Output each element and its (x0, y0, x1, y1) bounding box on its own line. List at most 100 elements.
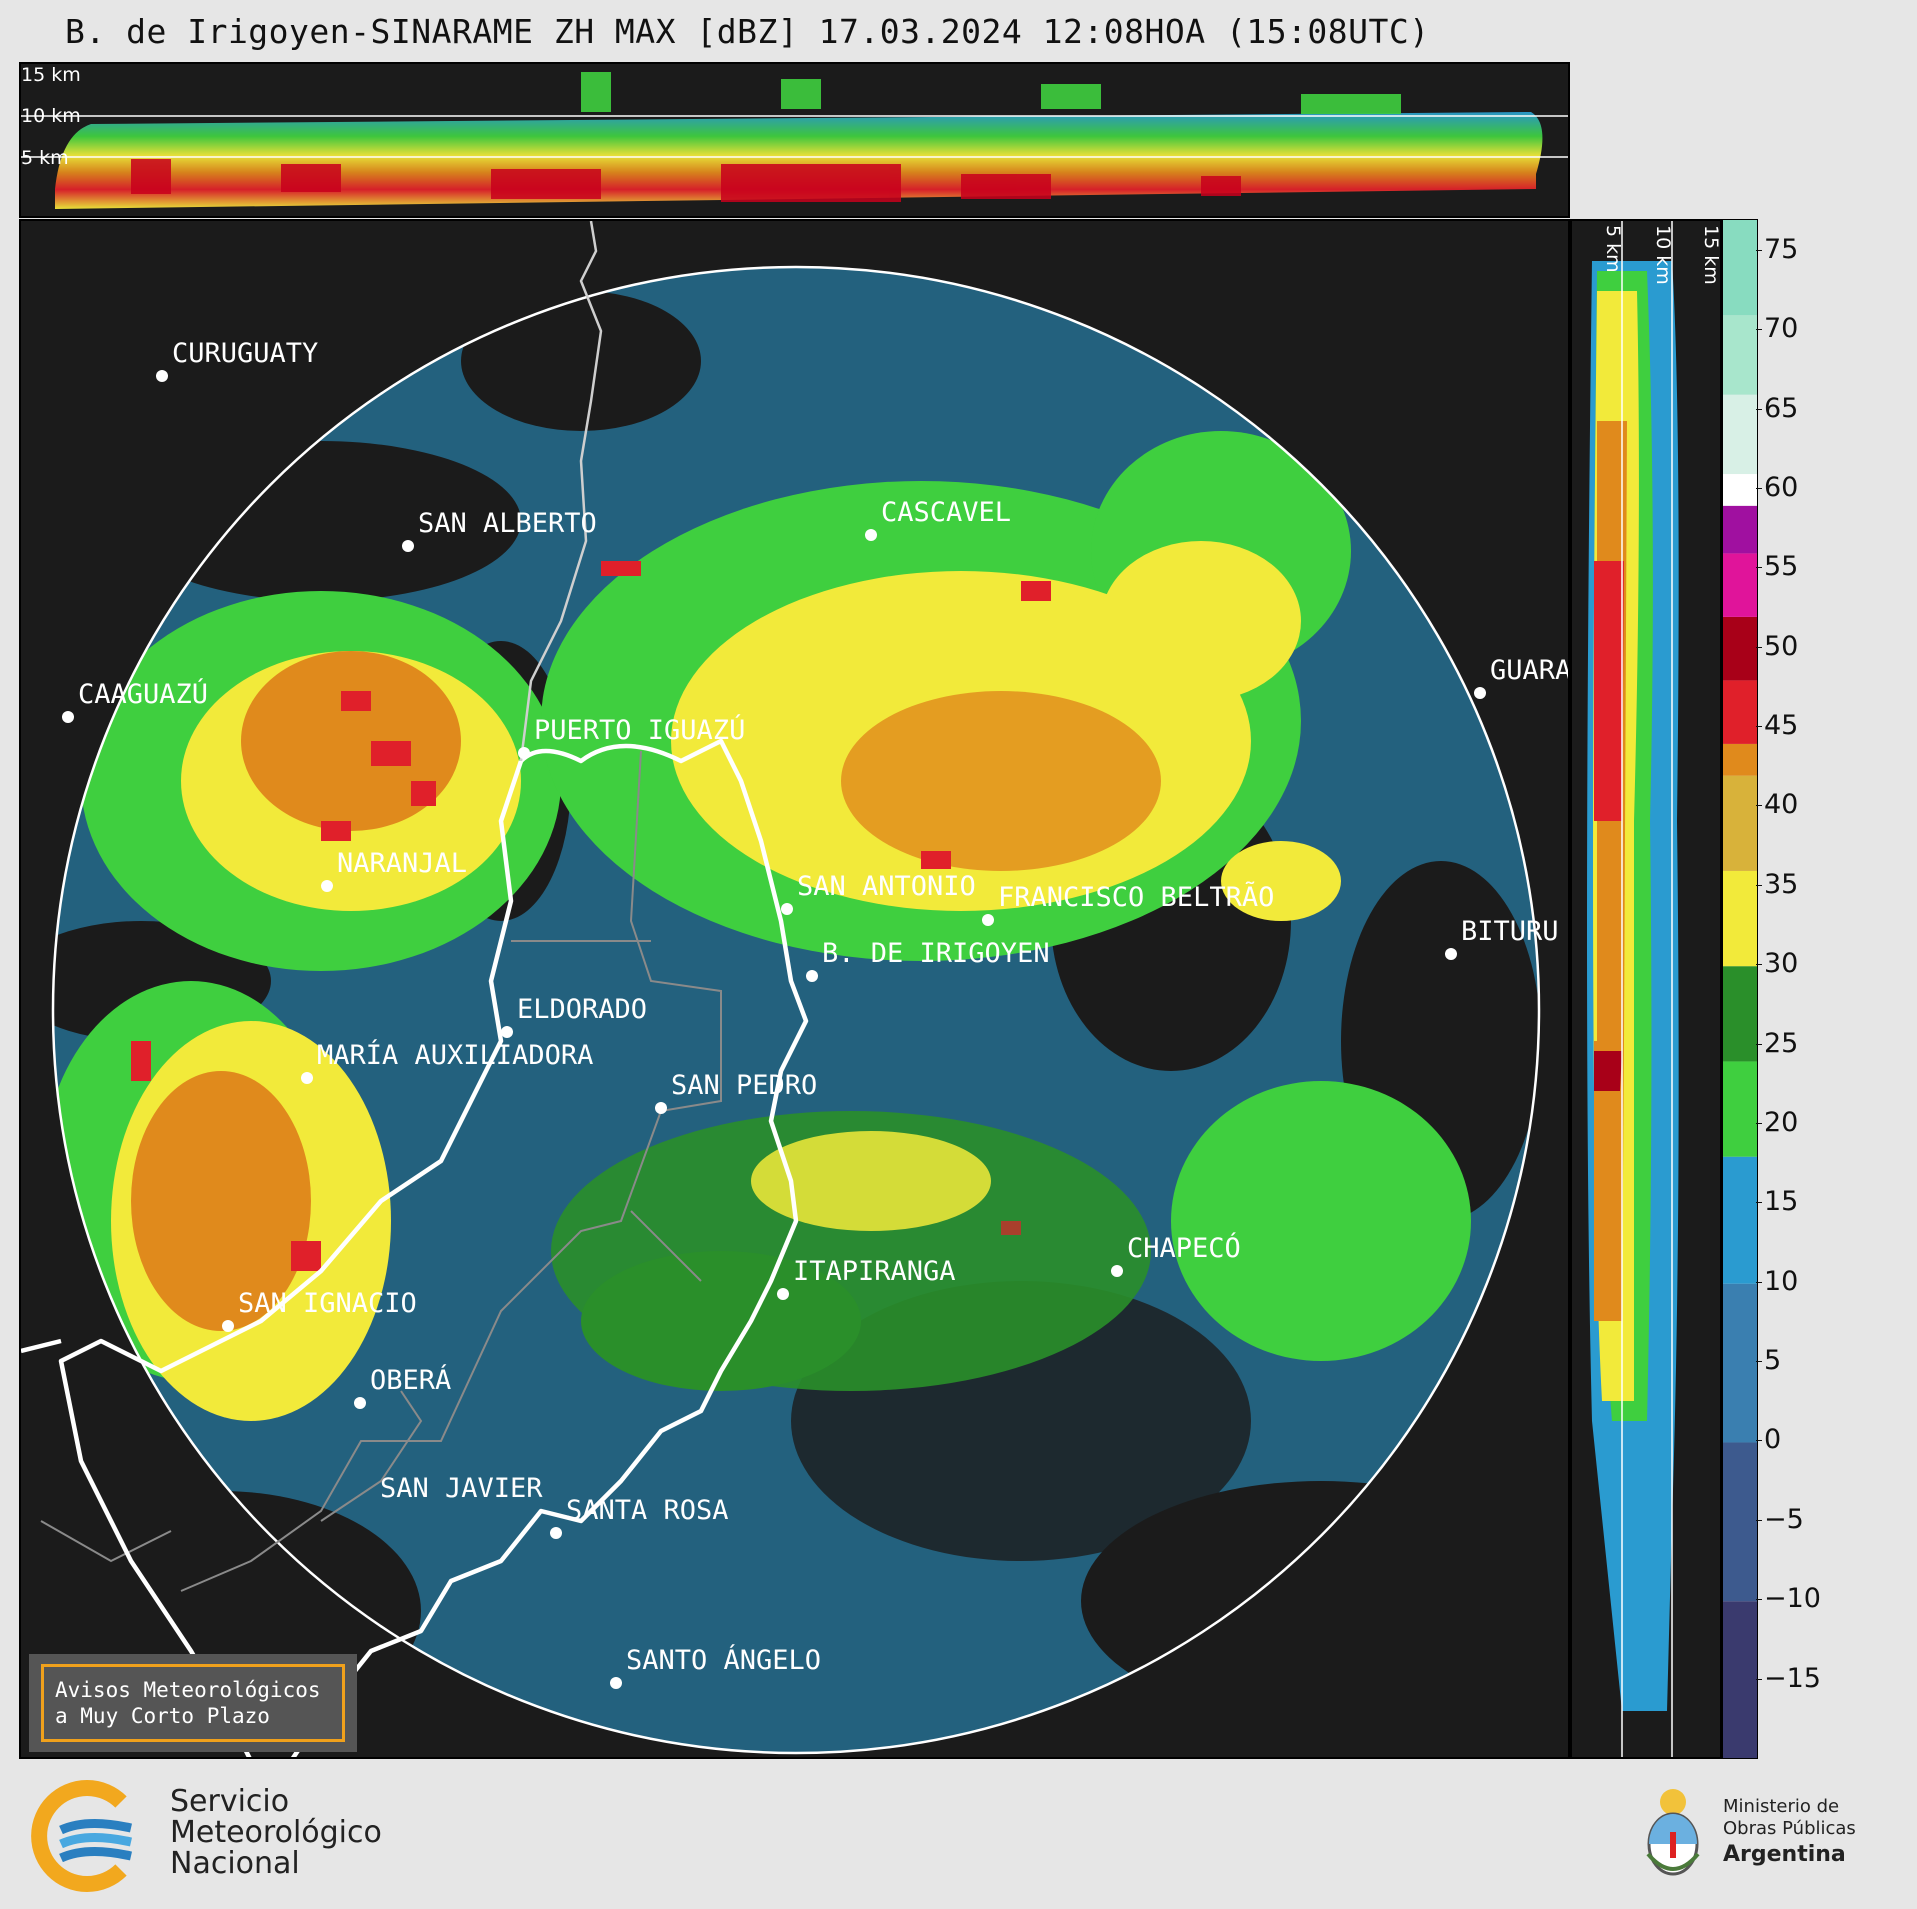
city-label: ELDORADO (517, 994, 648, 1025)
side-km-label-10: 10 km (1652, 225, 1674, 285)
city-dot (1445, 948, 1457, 960)
colorbar-band (1723, 474, 1757, 506)
argentina-coat-of-arms-icon (1646, 1789, 1700, 1876)
city-dot (156, 370, 168, 382)
smn-logo-text: Servicio Meteorológico Nacional (170, 1786, 382, 1879)
city-dot (62, 711, 74, 723)
smn-line-2: Meteorológico (170, 1815, 382, 1850)
colorbar-tick-label: 25 (1755, 1027, 1799, 1059)
ministry-line-3: Argentina (1723, 1842, 1846, 1867)
city-label: GUARA (1490, 655, 1570, 686)
colorbar-band (1723, 394, 1757, 475)
ministry-line-1: Ministerio de (1723, 1796, 1840, 1817)
colorbar-tick-label: −15 (1756, 1662, 1821, 1694)
colorbar-tick-label: 30 (1755, 948, 1799, 980)
colorbar-band (1723, 616, 1757, 681)
avisos-line-1: Avisos Meteorológicos (55, 1678, 321, 1702)
colorbar-band (1723, 743, 1757, 776)
colorbar-tick-label: 40 (1755, 789, 1799, 821)
city-dot (865, 529, 877, 541)
city-dot (518, 747, 530, 759)
radar-echoes (21, 221, 1541, 1757)
colorbar-band (1723, 870, 1757, 967)
city-label: CURUGUATY (172, 338, 319, 369)
city-dot (501, 1026, 513, 1038)
colorbar-tick-label: −10 (1756, 1583, 1821, 1615)
colorbar-tick-label: 55 (1755, 551, 1799, 583)
city-dot (354, 1397, 366, 1409)
city-label: PUERTO IGUAZÚ (534, 715, 746, 746)
colorbar-tick-label: 75 (1755, 233, 1799, 265)
top-km-label-5: 5 km (21, 147, 69, 169)
colorbar-tick-label: 5 (1755, 1345, 1782, 1377)
smn-line-1: Servicio (170, 1784, 290, 1819)
colorbar-band (1723, 966, 1757, 1062)
city-dot (222, 1320, 234, 1332)
city-label: SAN PEDRO (671, 1070, 818, 1101)
top-km-label-10: 10 km (21, 105, 81, 127)
side-height-profile-panel: 5 km 10 km 15 km (1570, 219, 1722, 1759)
side-km-label-5: 5 km (1602, 225, 1624, 273)
city-dot (1111, 1265, 1123, 1277)
colorbar-tick-label: 65 (1755, 392, 1799, 424)
colorbar-tick-label: 45 (1755, 710, 1799, 742)
smn-line-3: Nacional (170, 1846, 300, 1881)
city-dot (655, 1102, 667, 1114)
city-label: SANTO ÁNGELO (626, 1645, 822, 1676)
city-label: B. DE IRIGOYEN (822, 938, 1050, 969)
city-label: NARANJAL (337, 848, 468, 879)
top-profile-echoes (21, 72, 1568, 209)
colorbar-band (1723, 1283, 1757, 1443)
colorbar-band (1723, 505, 1757, 554)
city-label: CASCAVEL (881, 497, 1012, 528)
colorbar-band (1723, 775, 1757, 871)
city-label: MARÍA AUXILIADORA (317, 1040, 594, 1071)
colorbar-band (1723, 1442, 1757, 1602)
smn-swirl-logo-icon (31, 1780, 132, 1892)
city-label: SAN ALBERTO (418, 508, 597, 539)
colorbar-tick-label: 15 (1755, 1186, 1799, 1218)
colorbar-tick-label: 0 (1755, 1424, 1782, 1456)
city-dot (806, 970, 818, 982)
side-km-label-15: 15 km (1700, 225, 1722, 285)
city-label: CAAGUAZÚ (78, 679, 209, 710)
city-label: SAN IGNACIO (238, 1288, 417, 1319)
city-label: CHAPECÓ (1127, 1233, 1241, 1264)
city-label: BITURU (1461, 916, 1559, 947)
colorbar-tick-label: 50 (1755, 630, 1799, 662)
avisos-line-2: a Muy Corto Plazo (55, 1704, 270, 1728)
city-dot (321, 880, 333, 892)
colorbar (1722, 219, 1758, 1759)
map-title: B. de Irigoyen-SINARAME ZH MAX [dBZ] 17.… (65, 12, 1430, 51)
colorbar-band (1723, 220, 1757, 316)
side-profile-echoes (1587, 221, 1679, 1757)
avisos-box[interactable]: Avisos Meteorológicos a Muy Corto Plazo (29, 1654, 357, 1752)
avisos-frame: Avisos Meteorológicos a Muy Corto Plazo (41, 1664, 345, 1742)
city-label: FRANCISCO BELTRÃO (998, 882, 1275, 913)
city-dot (610, 1677, 622, 1689)
ministry-line-2: Obras Públicas (1723, 1818, 1856, 1839)
city-label: SAN JAVIER (380, 1473, 543, 1504)
city-dot (781, 903, 793, 915)
radar-map: CURUGUATY SAN ALBERTO CASCAVEL CAAGUAZÚ … (19, 219, 1570, 1759)
colorbar-tick-label: 60 (1755, 471, 1799, 503)
colorbar-tick-label: 70 (1755, 313, 1799, 345)
city-dot (982, 914, 994, 926)
colorbar-band (1723, 1061, 1757, 1157)
city-dot (550, 1527, 562, 1539)
city-dot (1474, 687, 1486, 699)
city-dot (777, 1288, 789, 1300)
colorbar-band (1723, 1601, 1757, 1758)
city-dot (402, 540, 414, 552)
colorbar-tick-label: −5 (1756, 1503, 1804, 1535)
colorbar-tick-label: 20 (1755, 1106, 1799, 1138)
colorbar-tick-label: 35 (1755, 868, 1799, 900)
colorbar-band (1723, 680, 1757, 744)
city-dot (301, 1072, 313, 1084)
colorbar-band (1723, 553, 1757, 617)
city-label: OBERÁ (370, 1365, 452, 1396)
colorbar-gradient (1723, 220, 1757, 1758)
top-height-profile-panel: 15 km 10 km 5 km (19, 62, 1570, 218)
top-km-label-15: 15 km (21, 64, 81, 86)
city-label: ITAPIRANGA (793, 1256, 956, 1287)
